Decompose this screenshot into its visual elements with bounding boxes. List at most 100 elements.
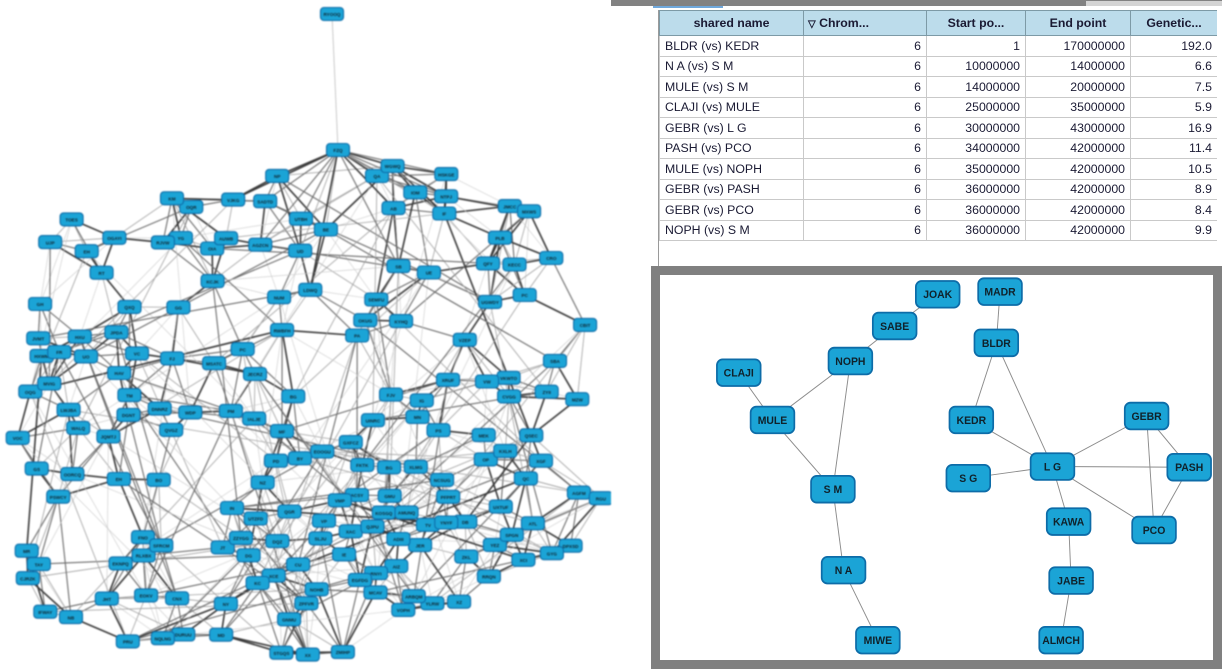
svg-text:YEZ: YEZ bbox=[490, 543, 499, 548]
svg-text:FZQ: FZQ bbox=[333, 148, 343, 153]
svg-text:UD: UD bbox=[297, 249, 304, 254]
svg-text:MD: MD bbox=[218, 633, 226, 638]
svg-text:GH: GH bbox=[37, 302, 45, 307]
svg-text:JHT: JHT bbox=[102, 597, 111, 602]
svg-text:KC: KC bbox=[254, 581, 261, 586]
svg-text:RNYI: RNYI bbox=[371, 571, 382, 576]
svg-text:OQG: OQG bbox=[25, 390, 36, 395]
svg-text:ZKL: ZKL bbox=[462, 555, 471, 560]
svg-text:GS: GS bbox=[33, 467, 40, 472]
svg-text:TOES: TOES bbox=[65, 218, 77, 223]
svg-text:XRUF: XRUF bbox=[442, 378, 455, 383]
svg-text:JT: JT bbox=[220, 546, 226, 551]
svg-text:IG: IG bbox=[419, 399, 424, 404]
svg-text:NB: NB bbox=[68, 615, 75, 620]
svg-text:RWBFH: RWBFH bbox=[274, 328, 292, 333]
svg-text:PCO: PCO bbox=[1143, 525, 1166, 537]
svg-text:AGFM: AGFM bbox=[572, 491, 586, 496]
svg-text:ZYII: ZYII bbox=[542, 390, 550, 395]
svg-text:MZW: MZW bbox=[572, 397, 584, 402]
svg-text:SB: SB bbox=[395, 264, 402, 269]
svg-text:EKNPQ: EKNPQ bbox=[112, 562, 129, 567]
svg-text:BLDR: BLDR bbox=[982, 338, 1011, 350]
svg-text:L G: L G bbox=[1044, 461, 1061, 473]
svg-text:UTZFD: UTZFD bbox=[248, 517, 264, 522]
svg-text:XX: XX bbox=[305, 653, 312, 658]
svg-text:RYOOQ: RYOOQ bbox=[324, 12, 341, 17]
svg-text:WDP: WDP bbox=[185, 411, 196, 416]
svg-text:JMCC: JMCC bbox=[503, 204, 517, 209]
svg-text:UTBH: UTBH bbox=[295, 217, 308, 222]
svg-text:HXU: HXU bbox=[75, 335, 85, 340]
svg-text:CLAJI: CLAJI bbox=[724, 367, 754, 379]
svg-text:YLRW: YLRW bbox=[426, 602, 440, 607]
svg-text:HXWM: HXWM bbox=[34, 354, 49, 359]
svg-text:VP: VP bbox=[321, 519, 327, 524]
svg-text:JOAK: JOAK bbox=[923, 289, 952, 301]
svg-text:SLJU: SLJU bbox=[315, 537, 327, 542]
svg-text:RRQN: RRQN bbox=[482, 575, 496, 580]
svg-text:UE: UE bbox=[426, 271, 432, 276]
svg-text:QA: QA bbox=[374, 174, 382, 179]
svg-text:EOOGU: EOOGU bbox=[314, 450, 332, 455]
svg-text:SBA: SBA bbox=[550, 359, 560, 364]
svg-text:PASH: PASH bbox=[1175, 462, 1203, 474]
svg-text:MR: MR bbox=[23, 549, 31, 554]
svg-text:WGWQ: WGWQ bbox=[385, 164, 401, 169]
svg-text:JECRZ: JECRZ bbox=[247, 372, 262, 377]
svg-text:FNO: FNO bbox=[138, 535, 148, 540]
svg-text:KXLH: KXLH bbox=[499, 449, 512, 454]
svg-text:DG: DG bbox=[245, 554, 252, 559]
svg-text:PC: PC bbox=[240, 347, 247, 352]
svg-text:JVMT: JVMT bbox=[32, 337, 44, 342]
svg-text:PA: PA bbox=[354, 334, 361, 339]
svg-text:DGNT: DGNT bbox=[122, 413, 135, 418]
svg-text:WALQ: WALQ bbox=[71, 426, 85, 431]
svg-text:ARBQM: ARBQM bbox=[405, 594, 423, 599]
svg-text:DNNRZ: DNNRZ bbox=[152, 407, 168, 412]
svg-text:BO: BO bbox=[155, 478, 162, 483]
svg-text:RGU: RGU bbox=[596, 496, 607, 501]
svg-text:KECC: KECC bbox=[508, 263, 522, 268]
svg-text:VKWTO: VKWTO bbox=[500, 376, 517, 381]
svg-text:CU: CU bbox=[295, 563, 302, 568]
svg-text:QXQ: QXQ bbox=[124, 305, 135, 310]
svg-text:QJPU: QJPU bbox=[366, 525, 379, 530]
svg-text:VMP: VMP bbox=[335, 499, 345, 504]
svg-text:VOC: VOC bbox=[13, 436, 24, 441]
svg-text:FKTK: FKTK bbox=[356, 463, 369, 468]
svg-text:XZ: XZ bbox=[456, 600, 462, 605]
svg-text:PLB: PLB bbox=[495, 236, 505, 241]
svg-text:IE: IE bbox=[342, 553, 346, 558]
svg-text:ADIII: ADIII bbox=[393, 537, 403, 542]
svg-text:ZZYGG: ZZYGG bbox=[233, 536, 249, 541]
svg-text:UO: UO bbox=[83, 355, 90, 360]
svg-text:N A: N A bbox=[835, 565, 853, 577]
svg-text:SEMFU: SEMFU bbox=[368, 298, 385, 303]
svg-text:GNMU: GNMU bbox=[282, 618, 297, 623]
svg-text:XLMG: XLMG bbox=[409, 465, 423, 470]
svg-text:BY: BY bbox=[297, 457, 303, 462]
svg-text:GG: GG bbox=[175, 306, 183, 311]
svg-text:EH: EH bbox=[116, 477, 123, 482]
svg-text:VC: VC bbox=[134, 352, 141, 357]
svg-text:MCAV: MCAV bbox=[369, 591, 383, 596]
svg-text:GYG: GYG bbox=[547, 551, 558, 556]
svg-text:SFRCM: SFRCM bbox=[153, 544, 170, 549]
svg-text:LWJBA: LWJBA bbox=[61, 408, 78, 413]
svg-text:FR: FR bbox=[56, 350, 63, 355]
svg-text:VOPH: VOPH bbox=[397, 608, 411, 613]
svg-text:ALMCH: ALMCH bbox=[1042, 635, 1080, 647]
svg-text:GXFCZ: GXFCZ bbox=[343, 440, 359, 445]
svg-text:NZ: NZ bbox=[260, 481, 266, 486]
svg-text:IOM: IOM bbox=[411, 191, 420, 196]
svg-text:AB: AB bbox=[390, 206, 397, 211]
svg-text:OORCQ: OORCQ bbox=[64, 472, 82, 477]
svg-text:DPXSD: DPXSD bbox=[563, 544, 580, 549]
svg-text:XAC: XAC bbox=[346, 530, 356, 535]
svg-text:MF: MF bbox=[279, 429, 286, 434]
svg-text:SADTD: SADTD bbox=[257, 199, 274, 204]
svg-text:KM: KM bbox=[168, 197, 175, 202]
svg-text:PRU: PRU bbox=[123, 640, 133, 645]
svg-text:HSKGE: HSKGE bbox=[438, 172, 454, 177]
